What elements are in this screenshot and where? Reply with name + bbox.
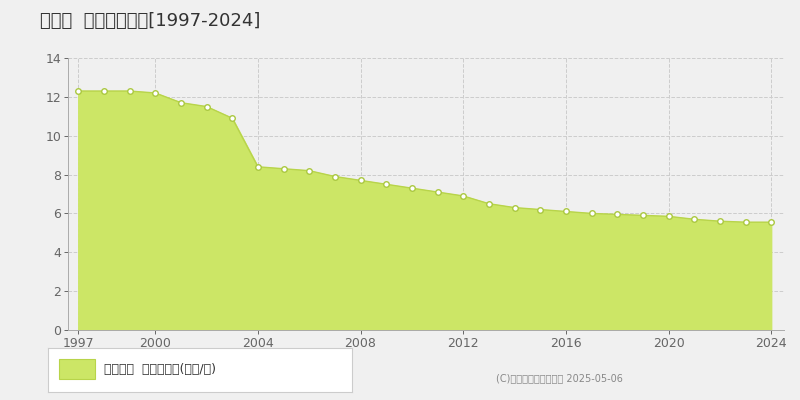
Text: (C)土地価格ドットコム 2025-05-06: (C)土地価格ドットコム 2025-05-06 <box>496 373 623 383</box>
Text: 基準地価  平均坪単価(万円/坪): 基準地価 平均坪単価(万円/坪) <box>104 363 216 376</box>
Bar <box>58 359 95 379</box>
Text: 甘楽町  基準地価推移[1997-2024]: 甘楽町 基準地価推移[1997-2024] <box>40 12 260 30</box>
